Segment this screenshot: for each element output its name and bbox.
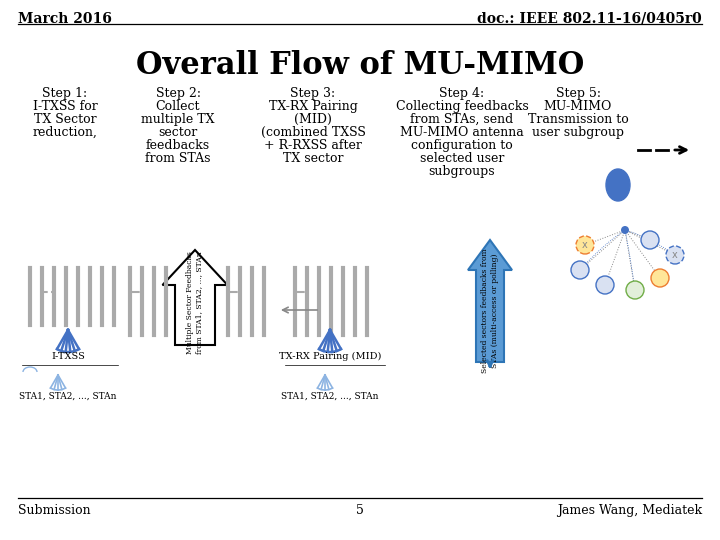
Text: user subgroup: user subgroup [532,126,624,139]
Text: TX Sector: TX Sector [34,113,96,126]
Text: Step 1:: Step 1: [42,87,88,100]
Text: + R-RXSS after: + R-RXSS after [264,139,362,152]
Text: doc.: IEEE 802.11-16/0405r0: doc.: IEEE 802.11-16/0405r0 [477,12,702,26]
Text: Step 3:: Step 3: [290,87,336,100]
Circle shape [596,276,614,294]
Text: Multiple Sector Feedbacks
from STA1, STA2, ..., STAn: Multiple Sector Feedbacks from STA1, STA… [186,251,204,354]
Circle shape [626,281,644,299]
Text: reduction,: reduction, [32,126,97,139]
Circle shape [571,261,589,279]
Text: x: x [672,250,678,260]
Text: Collecting feedbacks: Collecting feedbacks [395,100,528,113]
Circle shape [641,231,659,249]
Text: I-TXSS: I-TXSS [51,352,85,361]
Text: TX-RX Pairing (MID): TX-RX Pairing (MID) [279,352,381,361]
Circle shape [621,226,629,234]
Text: feedbacks: feedbacks [146,139,210,152]
Text: Collect: Collect [156,100,200,113]
Polygon shape [468,240,512,362]
Text: from STAs: from STAs [145,152,211,165]
Circle shape [576,236,594,254]
Text: MU-MIMO antenna: MU-MIMO antenna [400,126,524,139]
Text: Transmission to: Transmission to [528,113,629,126]
Text: multiple TX: multiple TX [141,113,215,126]
Text: STA1, STA2, ..., STAn: STA1, STA2, ..., STAn [19,392,117,401]
Text: Step 2:: Step 2: [156,87,200,100]
Text: 5: 5 [356,504,364,517]
Text: Selected sectors feedbacks from
STAs (multi-access or polling): Selected sectors feedbacks from STAs (mu… [482,249,498,373]
Text: Submission: Submission [18,504,91,517]
Text: sector: sector [158,126,197,139]
Text: TX-RX Pairing: TX-RX Pairing [269,100,357,113]
Text: Overall Flow of MU-MIMO: Overall Flow of MU-MIMO [136,50,584,81]
Text: configuration to: configuration to [411,139,513,152]
Text: I-TXSS for: I-TXSS for [32,100,97,113]
Text: selected user: selected user [420,152,504,165]
Text: Step 5:: Step 5: [556,87,600,100]
Circle shape [651,269,669,287]
Text: James Wang, Mediatek: James Wang, Mediatek [557,504,702,517]
Text: Step 4:: Step 4: [439,87,485,100]
Circle shape [666,246,684,264]
Text: TX sector: TX sector [283,152,343,165]
Text: subgroups: subgroups [428,165,495,178]
Text: (combined TXSS: (combined TXSS [261,126,366,139]
Text: March 2016: March 2016 [18,12,112,26]
Text: STA1, STA2, ..., STAn: STA1, STA2, ..., STAn [282,392,379,401]
Polygon shape [163,250,228,345]
Text: MU-MIMO: MU-MIMO [544,100,612,113]
Text: from STAs, send: from STAs, send [410,113,513,126]
Text: (MID): (MID) [294,113,332,126]
Text: x: x [582,240,588,250]
Ellipse shape [606,169,630,201]
